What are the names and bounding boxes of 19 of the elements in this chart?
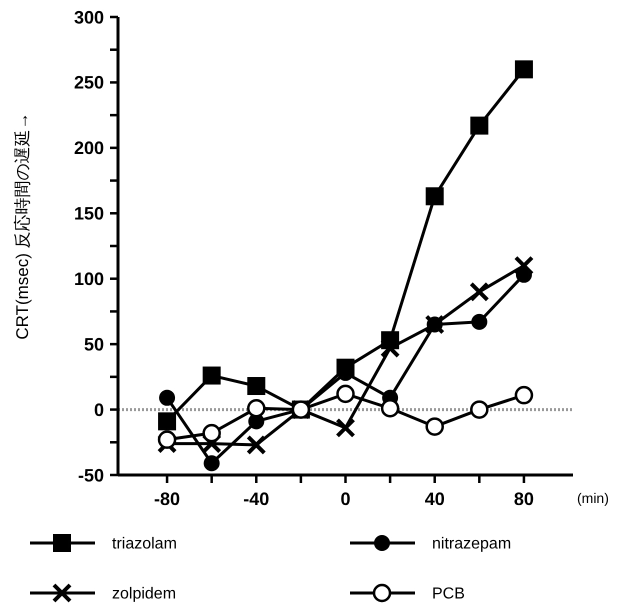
y-tick-label: 300 xyxy=(74,7,104,28)
y-tick-label: -50 xyxy=(78,465,104,486)
y-tick-label: 0 xyxy=(94,400,104,420)
y-tick-label: 250 xyxy=(74,72,104,93)
x-tick-label: -80 xyxy=(154,489,180,509)
y-tick-label: 100 xyxy=(74,269,104,290)
legend-label: nitrazepam xyxy=(432,536,512,553)
legend-label: zolpidem xyxy=(112,586,176,603)
x-tick-label: 0 xyxy=(340,489,351,509)
y-tick-label: 150 xyxy=(74,204,104,224)
y-tick-label: 200 xyxy=(74,138,104,158)
x-tick-label: -40 xyxy=(243,489,270,509)
y-tick-label: 50 xyxy=(84,334,104,354)
legend-label: PCB xyxy=(432,586,465,603)
x-tick-label: 80 xyxy=(514,489,534,509)
x-tick-label: 40 xyxy=(424,489,445,509)
y-axis-title: CRT(msec) 反応時間の遅延→ xyxy=(13,112,32,340)
x-axis-title: (min) xyxy=(577,490,609,506)
legend-label: triazolam xyxy=(112,536,177,553)
